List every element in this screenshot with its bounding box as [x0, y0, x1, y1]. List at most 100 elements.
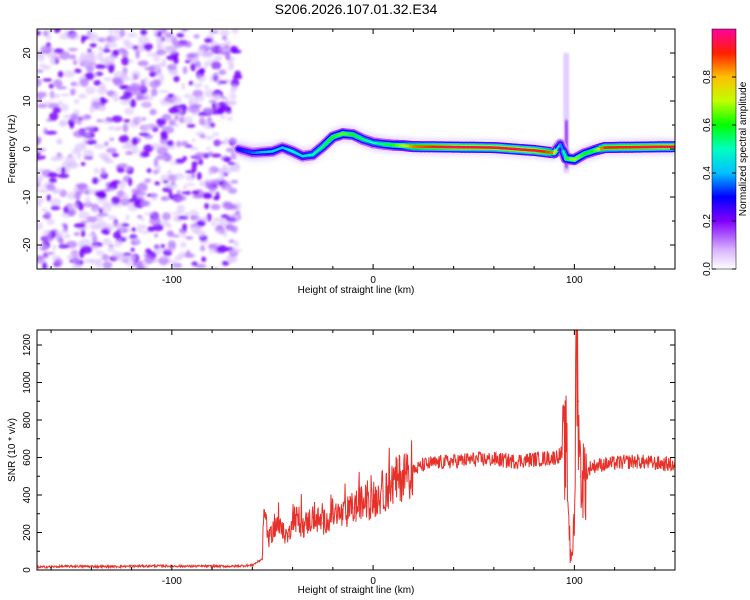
- noise-speck: [135, 50, 141, 59]
- noise-speck: [73, 98, 80, 104]
- noise-speck: [144, 178, 152, 183]
- noise-speck: [40, 50, 51, 54]
- noise-speck: [85, 133, 90, 137]
- noise-speck: [80, 35, 86, 44]
- noise-speck: [86, 233, 96, 237]
- noise-speck: [213, 217, 223, 223]
- noise-speck: [125, 42, 135, 50]
- noise-speck: [168, 191, 173, 200]
- noise-speck: [144, 212, 155, 216]
- noise-speck: [157, 30, 162, 38]
- noise-speck: [75, 183, 88, 189]
- noise-speck: [219, 114, 226, 120]
- snr-point: [191, 565, 193, 567]
- noise-speck: [96, 219, 106, 228]
- noise-speck: [37, 188, 44, 192]
- noise-speck: [224, 50, 231, 59]
- noise-speck: [201, 216, 209, 222]
- snr-point: [513, 460, 515, 462]
- noise-speck: [175, 158, 185, 164]
- noise-speck: [118, 180, 126, 190]
- noise-speck: [59, 51, 70, 60]
- noise-speck: [84, 196, 91, 205]
- noise-speck: [180, 241, 187, 248]
- noise-speck: [86, 65, 95, 73]
- noise-speck: [37, 152, 42, 156]
- noise-speck: [197, 73, 207, 82]
- noise-speck: [42, 254, 50, 259]
- noise-speck: [191, 163, 197, 173]
- noise-speck: [191, 138, 196, 143]
- snr-point: [352, 507, 354, 509]
- snr-point: [589, 466, 592, 468]
- noise-speck: [67, 209, 75, 216]
- noise-speck: [37, 175, 44, 183]
- snr-point: [302, 526, 304, 528]
- noise-speck: [48, 83, 54, 89]
- noise-speck: [95, 260, 103, 269]
- noise-speck: [138, 35, 150, 45]
- noise-speck: [52, 107, 62, 114]
- noise-speck: [209, 30, 219, 34]
- noise-speck: [182, 155, 188, 162]
- noise-speck: [165, 47, 177, 55]
- noise-speck: [229, 137, 237, 143]
- noise-speck: [158, 89, 170, 94]
- snr-point: [553, 456, 555, 459]
- noise-speck: [60, 103, 69, 112]
- noise-speck: [122, 192, 129, 200]
- noise-speck: [46, 218, 55, 226]
- noise-speck: [149, 216, 161, 226]
- noise-speck: [103, 77, 112, 82]
- noise-speck: [101, 229, 109, 234]
- noise-speck: [152, 213, 159, 218]
- ridge-segment: [562, 150, 568, 160]
- noise-speck: [78, 211, 90, 220]
- noise-speck: [112, 222, 120, 227]
- noise-speck: [234, 70, 242, 78]
- noise-speck: [119, 225, 124, 234]
- y-tick-label: 400: [22, 486, 33, 503]
- noise-speck: [95, 250, 105, 256]
- noise-speck: [66, 191, 78, 200]
- noise-speck: [111, 196, 121, 205]
- noise-speck: [209, 122, 216, 128]
- noise-speck: [156, 49, 167, 56]
- noise-speck: [223, 156, 232, 163]
- noise-speck: [37, 243, 48, 252]
- noise-speck: [80, 141, 87, 151]
- noise-speck: [170, 181, 176, 186]
- noise-speck: [111, 152, 119, 158]
- noise-speck: [37, 103, 48, 108]
- noise-speck: [209, 179, 220, 185]
- noise-speck: [122, 123, 129, 133]
- noise-speck: [217, 80, 228, 84]
- noise-speck: [213, 93, 222, 101]
- snr-point: [577, 400, 580, 402]
- noise-speck: [208, 168, 213, 176]
- noise-speck: [106, 90, 115, 97]
- noise-speck: [96, 119, 104, 123]
- noise-speck: [128, 59, 135, 63]
- noise-speck: [166, 140, 174, 147]
- noise-speck: [131, 137, 139, 146]
- noise-speck: [132, 45, 139, 50]
- noise-speck: [131, 227, 137, 232]
- noise-speck: [66, 161, 78, 169]
- noise-speck: [176, 190, 181, 194]
- noise-speck: [150, 88, 158, 97]
- noise-speck: [225, 185, 231, 192]
- noise-speck: [178, 215, 189, 220]
- noise-speck: [89, 104, 95, 114]
- noise-speck: [222, 260, 230, 266]
- noise-speck: [101, 203, 112, 212]
- noise-speck: [126, 32, 138, 38]
- noise-speck: [154, 181, 161, 186]
- noise-speck: [195, 61, 202, 68]
- noise-speck: [73, 232, 81, 236]
- noise-speck: [78, 55, 87, 64]
- noise-speck: [200, 245, 206, 252]
- noise-speck: [98, 191, 107, 199]
- noise-speck: [167, 240, 177, 250]
